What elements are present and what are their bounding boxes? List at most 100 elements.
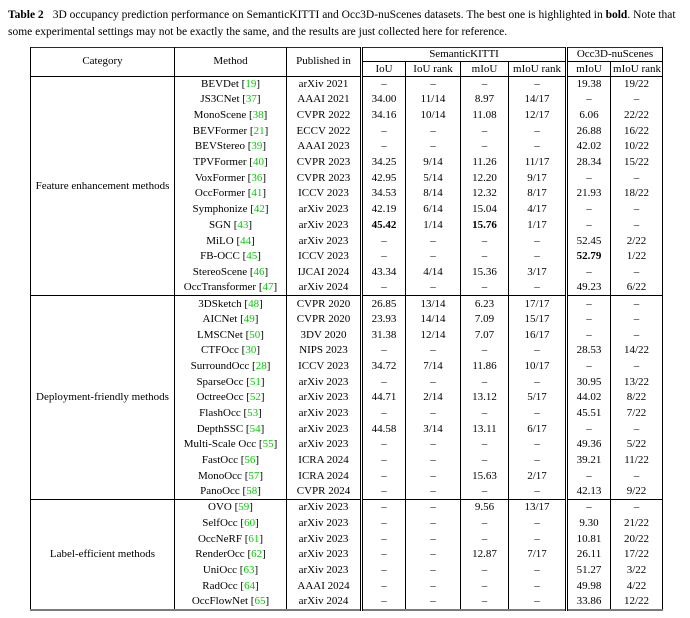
venue-cell: arXiv 2023	[286, 562, 362, 579]
citation-link[interactable]: 64	[244, 579, 256, 592]
citation-link[interactable]: 58	[246, 485, 258, 498]
citation-link[interactable]: 43	[237, 218, 249, 231]
citation-link[interactable]: 28	[255, 360, 267, 372]
metric-cell: 16/22	[610, 123, 663, 140]
metric-cell: 42.02	[565, 139, 611, 155]
metric-cell: –	[460, 437, 509, 453]
citation-link[interactable]: 42	[253, 203, 265, 216]
citation-link[interactable]: 60	[244, 516, 256, 529]
metric-cell: –	[507, 484, 567, 500]
venue-cell: AAAI 2024	[286, 578, 362, 594]
citation-link[interactable]: 48	[248, 297, 260, 310]
citation-link[interactable]: 38	[252, 109, 264, 121]
citation-link[interactable]: 57	[248, 469, 260, 482]
citation-link[interactable]: 37	[245, 93, 257, 106]
caption-label: Table 2	[8, 9, 44, 21]
metric-cell: –	[565, 421, 611, 438]
table-caption: Table 2 3D occupancy prediction performan…	[0, 0, 690, 41]
citation-link[interactable]: 45	[246, 250, 258, 263]
metric-cell: –	[460, 76, 509, 92]
metric-cell: –	[405, 468, 461, 485]
citation-link[interactable]: 40	[252, 156, 264, 169]
method-cell: AICNet [49]	[174, 311, 287, 328]
metric-cell: 17/22	[610, 546, 663, 563]
metric-cell: 11.08	[460, 107, 509, 124]
citation-link[interactable]: 52	[249, 391, 261, 404]
header-sub-row: IoU IoU rank mIoU mIoU rank mIoU mIoU ra…	[31, 61, 663, 77]
metric-cell: 3/17	[507, 264, 567, 281]
table-header: Category Method Published in SemanticKIT…	[30, 47, 663, 77]
table-row: BEVStereo [39] AAAI 2023– – – –42.02 10/22	[31, 139, 663, 155]
table-row: DepthSSC [54] arXiv 2023 44.58 3/14 13.11 6/1…	[31, 421, 663, 438]
method-cell: Symphonize [42]	[174, 201, 287, 218]
table-row: RadOcc [64] AAAI 2024– – – –49.98 4/22	[31, 578, 663, 594]
metric-cell: –	[460, 405, 509, 422]
metric-cell: 15.63	[460, 468, 509, 485]
metric-cell: 44.71	[360, 390, 406, 406]
citation-link[interactable]: 65	[254, 594, 266, 607]
metric-cell: –	[565, 358, 611, 375]
citation-link[interactable]: 51	[249, 375, 261, 388]
venue-cell: arXiv 2023	[286, 499, 362, 516]
metric-cell: –	[610, 170, 663, 187]
venue-cell: arXiv 2023	[286, 390, 362, 406]
citation-link[interactable]: 50	[249, 328, 261, 341]
citation-link[interactable]: 21	[253, 124, 265, 137]
citation-link[interactable]: 49	[243, 312, 255, 325]
metric-cell: 1/14	[405, 217, 461, 234]
metric-cell: 9.30	[565, 515, 611, 532]
metric-cell: –	[360, 139, 406, 155]
venue-cell: AAAI 2023	[286, 139, 362, 155]
metric-cell: 30.95	[565, 374, 611, 391]
citation-link[interactable]: 46	[253, 265, 265, 278]
column-header-published-in: Published in	[286, 47, 362, 77]
table-row: RenderOcc [62] arXiv 2023– –12.87 7/17 26.11…	[31, 546, 663, 563]
metric-cell: –	[507, 593, 567, 610]
metric-cell: 26.85	[360, 295, 406, 312]
metric-cell: 2/14	[405, 390, 461, 406]
metric-cell: –	[507, 342, 567, 359]
metric-cell: 15.76	[460, 217, 509, 234]
metric-cell: –	[360, 499, 406, 516]
column-header-miou: mIoU	[460, 61, 509, 77]
category-cell: Label-efficient methods	[30, 499, 175, 610]
metric-cell: –	[460, 280, 509, 296]
metric-cell: –	[507, 374, 567, 391]
method-cell: DepthSSC [54]	[174, 421, 287, 438]
metric-cell: –	[360, 437, 406, 453]
method-cell: PanoOcc [58]	[174, 484, 287, 500]
venue-cell: ICCV 2023	[286, 248, 362, 265]
citation-link[interactable]: 53	[247, 407, 259, 420]
citation-link[interactable]: 54	[249, 422, 261, 435]
citation-link[interactable]: 63	[243, 563, 255, 576]
venue-cell: arXiv 2023	[286, 217, 362, 234]
table-row: Feature enhancement methods BEVDet [19] ar…	[30, 76, 663, 296]
method-cell: BEVStereo [39]	[174, 139, 287, 155]
citation-link[interactable]: 61	[248, 532, 260, 545]
citation-link[interactable]: 41	[251, 187, 263, 200]
metric-cell: 2/17	[507, 468, 567, 485]
category-cell: Deployment-friendly methods	[30, 295, 175, 500]
metric-cell: 11/14	[405, 91, 461, 108]
citation-link[interactable]: 44	[240, 234, 252, 247]
table-row: JS3CNet [37] AAAI 2021 34.00 11/14 8.97 14/17…	[31, 91, 663, 108]
method-cell: SparseOcc [51]	[174, 374, 287, 391]
metric-cell: 22/22	[610, 107, 663, 124]
citation-link[interactable]: 47	[262, 281, 274, 294]
venue-cell: arXiv 2024	[286, 593, 362, 610]
citation-link[interactable]: 59	[238, 501, 250, 514]
metric-cell: –	[405, 499, 461, 516]
citation-link[interactable]: 39	[251, 140, 263, 153]
citation-link[interactable]: 30	[245, 344, 257, 357]
citation-link[interactable]: 55	[262, 438, 274, 451]
citation-link[interactable]: 36	[251, 171, 263, 184]
metric-cell: –	[460, 578, 509, 594]
citation-link[interactable]: 56	[244, 454, 256, 467]
metric-cell: 5/22	[610, 437, 663, 453]
metric-cell: 8/22	[610, 390, 663, 406]
citation-link[interactable]: 62	[251, 548, 263, 561]
method-cell: BEVDet [19]	[174, 76, 287, 92]
method-cell: BEVFormer [21]	[174, 123, 287, 140]
metric-cell: 26.88	[565, 123, 611, 140]
citation-link[interactable]: 19	[245, 77, 257, 90]
